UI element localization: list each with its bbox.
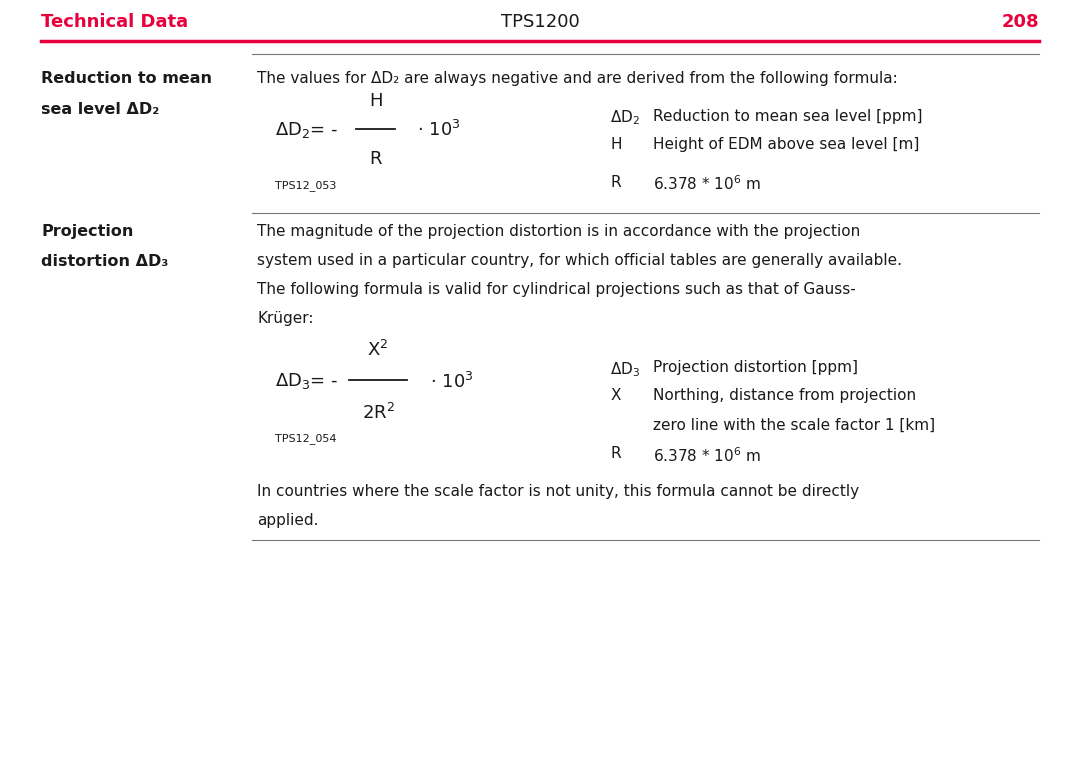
Text: zero line with the scale factor 1 [km]: zero line with the scale factor 1 [km] (653, 417, 935, 433)
Text: R: R (610, 446, 621, 461)
Text: Projection: Projection (41, 224, 134, 239)
Text: Projection distortion [ppm]: Projection distortion [ppm] (653, 360, 859, 375)
Text: The following formula is valid for cylindrical projections such as that of Gauss: The following formula is valid for cylin… (257, 282, 855, 297)
Text: Northing, distance from projection: Northing, distance from projection (653, 388, 917, 404)
Text: X: X (610, 388, 621, 404)
Text: $\mathregular{\Delta D_3}$: $\mathregular{\Delta D_3}$ (610, 360, 640, 378)
Text: The magnitude of the projection distortion is in accordance with the projection: The magnitude of the projection distorti… (257, 224, 861, 239)
Text: Technical Data: Technical Data (41, 13, 188, 31)
Text: $\mathregular{\cdot\ 10^3}$: $\mathregular{\cdot\ 10^3}$ (417, 120, 460, 140)
Text: Height of EDM above sea level [m]: Height of EDM above sea level [m] (653, 137, 920, 152)
Text: $\mathregular{\Delta D_2}$= -: $\mathregular{\Delta D_2}$= - (275, 120, 339, 140)
Text: Reduction to mean sea level [ppm]: Reduction to mean sea level [ppm] (653, 109, 923, 124)
Text: $\mathregular{\Delta D_2}$: $\mathregular{\Delta D_2}$ (610, 109, 640, 127)
Text: H: H (369, 93, 382, 110)
Text: X$^2$: X$^2$ (367, 340, 389, 360)
Text: $\mathregular{\cdot\ 10^3}$: $\mathregular{\cdot\ 10^3}$ (430, 372, 473, 391)
Text: Krüger:: Krüger: (257, 311, 313, 326)
Text: H: H (610, 137, 622, 152)
Text: $\mathregular{\Delta D_3}$= -: $\mathregular{\Delta D_3}$= - (275, 372, 339, 391)
Text: The values for ΔD₂ are always negative and are derived from the following formul: The values for ΔD₂ are always negative a… (257, 71, 897, 87)
Text: 2R$^2$: 2R$^2$ (362, 403, 394, 423)
Text: Reduction to mean: Reduction to mean (41, 71, 212, 87)
Text: distortion ΔD₃: distortion ΔD₃ (41, 254, 168, 270)
Text: TPS1200: TPS1200 (501, 13, 579, 31)
Text: 6.378 * 10$^6$ m: 6.378 * 10$^6$ m (653, 175, 761, 193)
Text: sea level ΔD₂: sea level ΔD₂ (41, 102, 159, 117)
Text: TPS12_054: TPS12_054 (275, 434, 337, 444)
Text: 208: 208 (1001, 13, 1039, 31)
Text: In countries where the scale factor is not unity, this formula cannot be directl: In countries where the scale factor is n… (257, 484, 860, 499)
Text: system used in a particular country, for which official tables are generally ava: system used in a particular country, for… (257, 253, 902, 268)
Text: R: R (369, 150, 382, 168)
Text: 6.378 * 10$^6$ m: 6.378 * 10$^6$ m (653, 446, 761, 464)
Text: applied.: applied. (257, 513, 319, 529)
Text: TPS12_053: TPS12_053 (275, 180, 337, 191)
Text: R: R (610, 175, 621, 190)
